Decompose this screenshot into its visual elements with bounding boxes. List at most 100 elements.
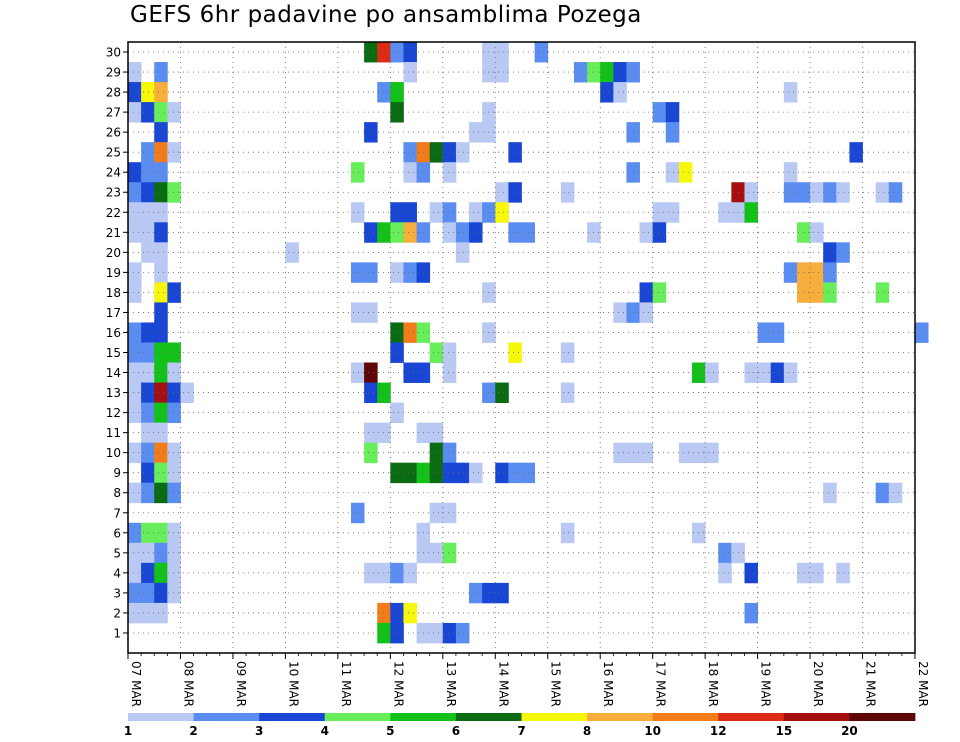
heatmap-cell <box>128 222 142 243</box>
heatmap-cell <box>128 62 142 83</box>
colorbar-label: 4 <box>321 724 329 738</box>
y-tick-label: 22 <box>106 206 121 220</box>
heatmap-cell <box>495 42 509 63</box>
heatmap-cell <box>757 322 772 343</box>
heatmap-cell <box>167 282 181 303</box>
heatmap-cell <box>495 182 509 203</box>
heatmap-cell <box>652 202 667 223</box>
y-tick-label: 8 <box>113 486 121 500</box>
heatmap-cell <box>128 202 142 223</box>
heatmap-cell <box>823 482 837 504</box>
heatmap-cell <box>429 542 444 564</box>
heatmap-cell <box>455 462 470 484</box>
heatmap-cell <box>154 362 168 383</box>
heatmap-cell <box>128 262 142 283</box>
heatmap-cell <box>167 522 181 544</box>
heatmap-cell <box>495 462 509 484</box>
heatmap-cell <box>154 462 168 484</box>
heatmap-cell <box>442 202 457 223</box>
y-tick-label: 27 <box>106 106 121 120</box>
heatmap-cell <box>154 202 168 223</box>
y-tick-label: 10 <box>106 446 121 460</box>
heatmap-cell <box>469 222 483 243</box>
heatmap-cell <box>141 422 155 444</box>
heatmap-cell <box>141 522 155 544</box>
heatmap-cell <box>350 302 365 323</box>
heatmap-cell <box>783 262 798 283</box>
heatmap-cell <box>744 202 758 223</box>
heatmap-cell <box>823 282 837 303</box>
colorbar-segment <box>587 713 654 721</box>
heatmap-cell <box>141 202 155 223</box>
y-tick-label: 4 <box>113 566 121 580</box>
y-tick-label: 20 <box>106 246 121 260</box>
heatmap-cell <box>128 402 142 424</box>
heatmap-cell <box>573 62 588 83</box>
y-tick-label: 2 <box>113 606 121 620</box>
heatmap-cell <box>141 542 155 564</box>
heatmap-cell <box>154 82 168 103</box>
heatmap-cell <box>154 602 168 624</box>
y-tick-label: 23 <box>106 186 121 200</box>
heatmap-cell <box>154 342 168 363</box>
heatmap-cell <box>167 142 181 163</box>
heatmap-cell <box>390 262 404 283</box>
heatmap-cell <box>810 562 824 584</box>
y-axis-ticks: 1234567891011121314151617181920212223242… <box>106 46 128 640</box>
x-tick-label: 20 MAR <box>811 661 825 707</box>
heatmap-cell <box>364 382 378 403</box>
heatmap-cell <box>154 262 168 283</box>
heatmap-cell <box>128 522 142 544</box>
heatmap-cell <box>141 162 155 183</box>
colorbar-label: 12 <box>710 724 727 738</box>
heatmap-cell <box>888 182 903 203</box>
colorbar-segment <box>193 713 260 721</box>
heatmap-cell <box>495 582 509 604</box>
heatmap-cell <box>128 582 142 604</box>
heatmap-cell <box>600 82 614 103</box>
colorbar-segment <box>324 713 391 721</box>
heatmap-cell <box>350 502 365 524</box>
colorbar: 1 2 3 4 5 6 7 8 10 12 15 20 <box>124 713 916 738</box>
heatmap-cell <box>495 202 509 223</box>
heatmap-cell <box>154 522 168 544</box>
heatmap-cell <box>154 62 168 83</box>
heatmap-cell <box>442 362 457 383</box>
colorbar-segment <box>128 713 194 721</box>
heatmap-cell <box>167 182 181 203</box>
heatmap-cell <box>141 382 155 403</box>
heatmap-cell <box>141 402 155 424</box>
heatmap-cell <box>403 162 417 183</box>
heatmap-cell <box>665 122 680 143</box>
chart-title: GEFS 6hr padavine po ansamblima Pozega <box>130 2 642 28</box>
heatmap-cell <box>744 602 758 624</box>
heatmap-cell <box>390 622 404 644</box>
heatmap-cell <box>429 622 444 644</box>
y-tick-label: 19 <box>106 266 121 280</box>
heatmap-cell <box>770 322 785 343</box>
heatmap-cell <box>455 242 470 263</box>
heatmap-cell <box>810 222 824 243</box>
heatmap-cell <box>429 202 444 223</box>
heatmap-cell <box>757 362 772 383</box>
heatmap-cell <box>180 382 194 403</box>
heatmap-cell <box>888 482 903 504</box>
heatmap-cell <box>678 162 693 183</box>
heatmap-cell <box>639 282 654 303</box>
heatmap-cell <box>613 62 627 83</box>
heatmap-cell <box>364 262 378 283</box>
colorbar-label: 6 <box>452 724 460 738</box>
heatmap-cell <box>639 302 654 323</box>
heatmap-cell <box>390 222 404 243</box>
heatmap-cell <box>390 562 404 584</box>
heatmap-cell <box>442 342 457 363</box>
heatmap-cell <box>154 302 168 323</box>
heatmap-cell <box>167 102 181 123</box>
heatmap-cell <box>403 142 417 163</box>
heatmap-cell <box>744 562 758 584</box>
heatmap-cell <box>823 262 837 283</box>
colorbar-label: 1 <box>124 724 132 738</box>
heatmap-cell <box>390 402 404 424</box>
heatmap-cell <box>665 202 680 223</box>
